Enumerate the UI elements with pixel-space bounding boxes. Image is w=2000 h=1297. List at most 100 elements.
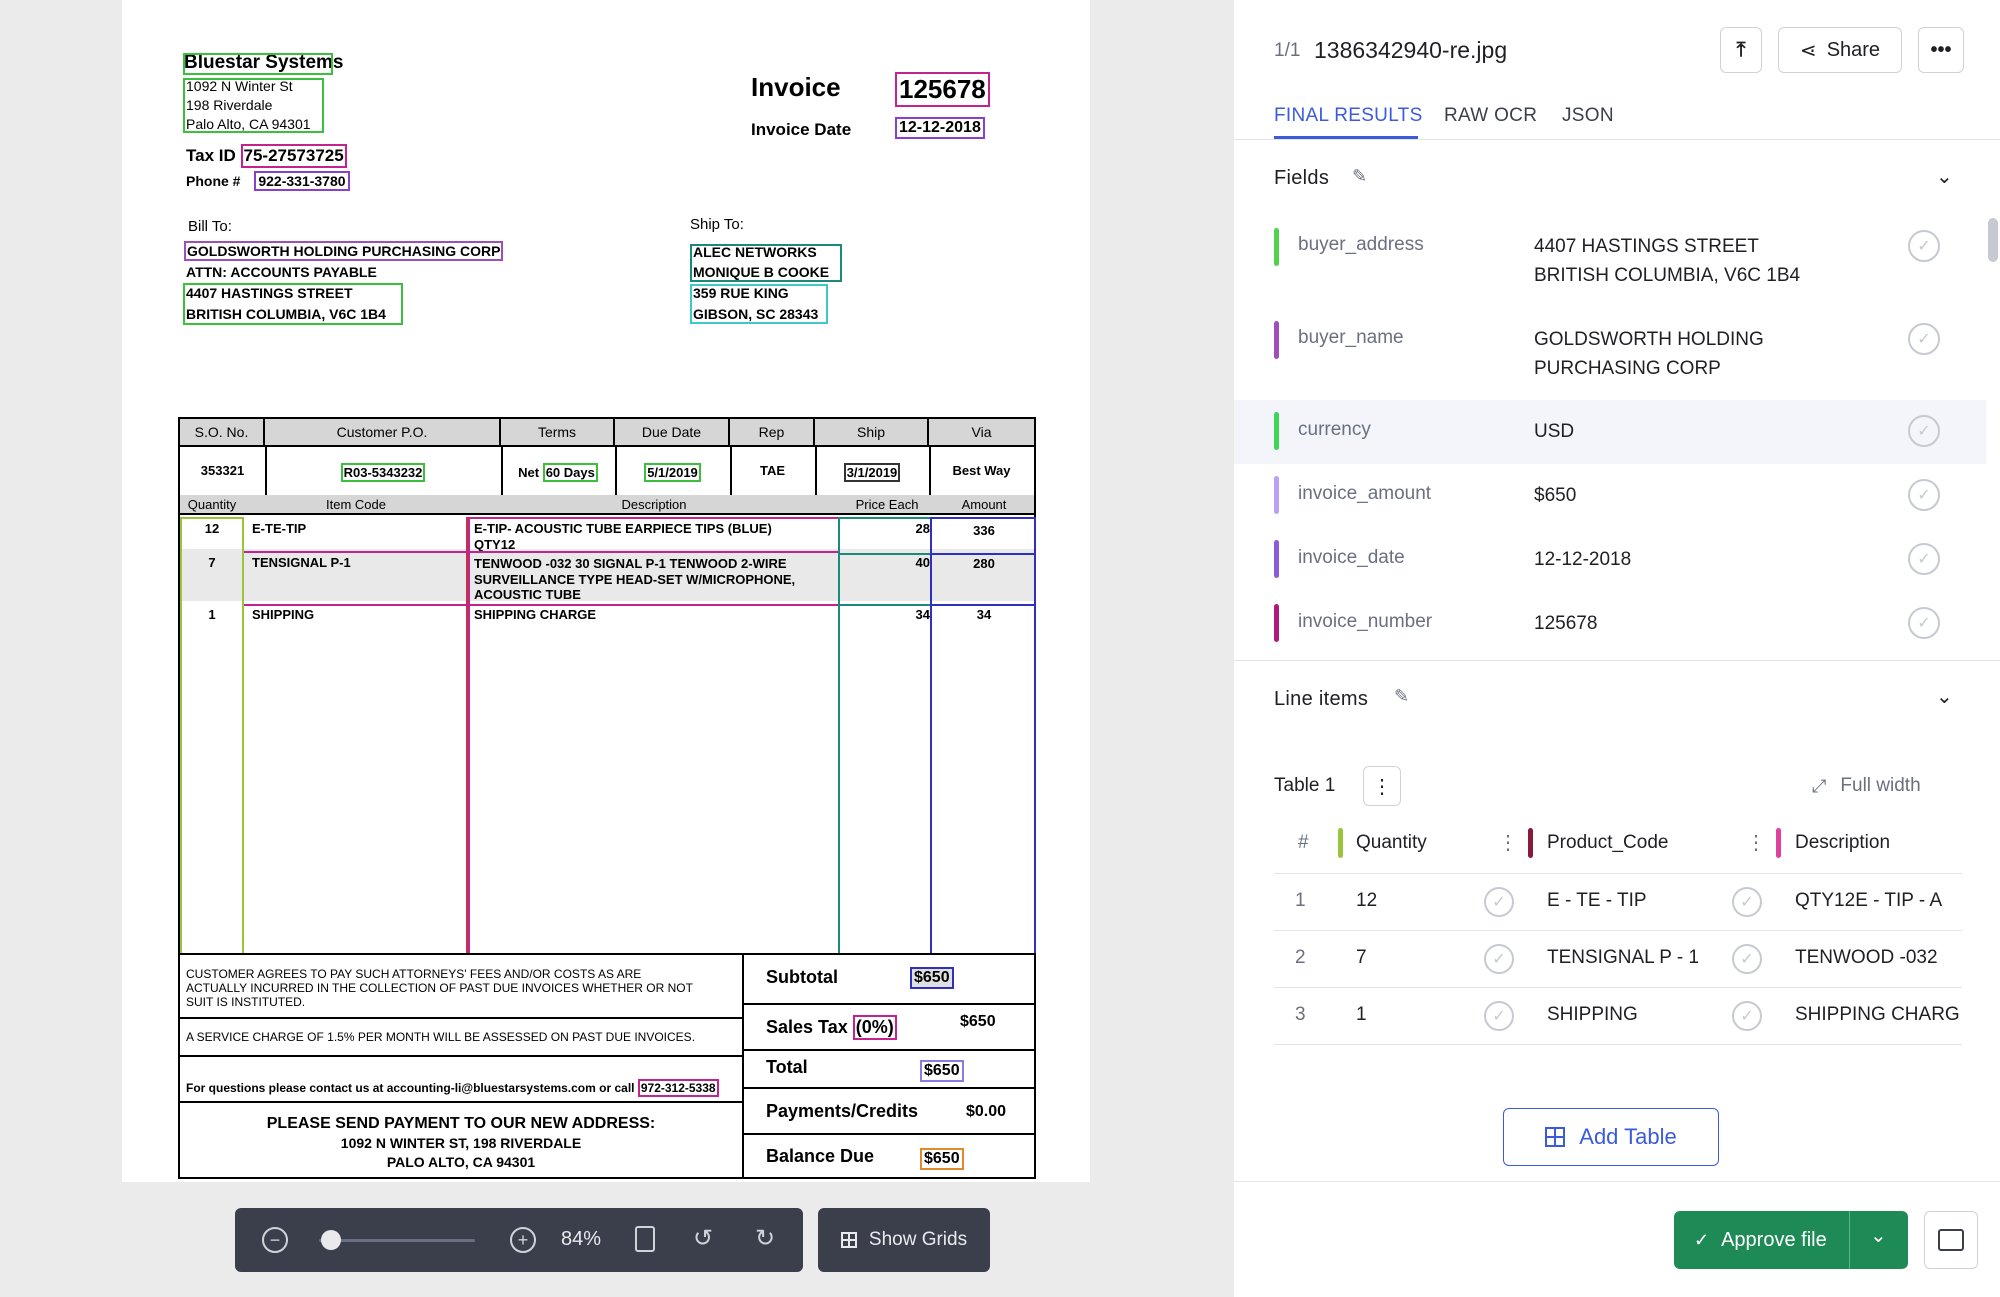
confirm-check-icon[interactable]: ✓ [1908, 479, 1940, 511]
zoom-toolbar: − + 84% ↺ ↻ [235, 1208, 803, 1272]
tax-rate[interactable]: (0%) [852, 1015, 897, 1040]
tab-raw-ocr[interactable]: RAW OCR [1444, 105, 1538, 126]
extraction-box[interactable] [183, 283, 403, 325]
comment-icon [1938, 1229, 1964, 1251]
questions-phone[interactable]: 972-312-5338 [637, 1079, 719, 1097]
share-button[interactable]: ⋖ Share [1778, 27, 1902, 73]
items-header: Price Each [855, 497, 919, 512]
table-options-button[interactable]: ⋮ [1363, 766, 1401, 806]
confirm-check-icon[interactable]: ✓ [1484, 1001, 1514, 1031]
questions-line: For questions please contact us at accou… [186, 1079, 719, 1097]
field-row[interactable]: invoice_amount $650 ✓ [1234, 476, 1986, 532]
col-header-product-code[interactable]: Product_Code [1547, 832, 1669, 853]
row-box [244, 517, 840, 553]
row-index: 2 [1295, 947, 1306, 968]
items-header: Amount [961, 497, 1007, 512]
approve-label: Approve file [1721, 1228, 1827, 1251]
order-header: S.O. No. [180, 419, 265, 447]
field-row[interactable]: invoice_number 125678 ✓ [1234, 604, 1986, 660]
field-name: invoice_number [1298, 611, 1433, 632]
column-menu-icon[interactable]: ⋮ [1498, 832, 1518, 854]
rotate-right-icon[interactable]: ↻ [755, 1225, 776, 1252]
confirm-check-icon[interactable]: ✓ [1908, 607, 1940, 639]
invoice-date[interactable]: 12-12-2018 [895, 117, 985, 139]
cell-description[interactable]: QTY12E - TIP - A [1795, 890, 1943, 911]
divider [815, 447, 817, 495]
table-row[interactable]: 1 12 ✓ E - TE - TIP ✓ QTY12E - TIP - A [1274, 874, 1962, 931]
cell-quantity[interactable]: 7 [1356, 947, 1367, 968]
cell-product-code[interactable]: TENSIGNAL P - 1 [1547, 947, 1700, 968]
confirm-check-icon[interactable]: ✓ [1732, 887, 1762, 917]
scrollbar[interactable] [1988, 218, 1998, 262]
cell-product-code[interactable]: E - TE - TIP [1547, 890, 1647, 911]
zoom-in-icon[interactable]: + [510, 1227, 536, 1253]
cell-quantity[interactable]: 1 [1356, 1004, 1367, 1025]
confirm-check-icon[interactable]: ✓ [1908, 543, 1940, 575]
field-row[interactable]: invoice_date 12-12-2018 ✓ [1234, 540, 1986, 596]
column-box-quantity[interactable] [180, 517, 244, 955]
cell-description[interactable]: SHIPPING CHARG [1795, 1004, 1960, 1025]
confirm-check-icon[interactable]: ✓ [1732, 944, 1762, 974]
full-width-button[interactable]: ⤢ Full width [1812, 775, 1921, 797]
table-row[interactable]: 3 1 ✓ SHIPPING ✓ SHIPPING CHARG [1274, 988, 1962, 1045]
rotate-left-icon[interactable]: ↺ [693, 1225, 714, 1252]
edit-line-items-icon[interactable]: ✎ [1394, 686, 1410, 706]
export-button[interactable]: ⤒ [1720, 27, 1762, 73]
cell-description[interactable]: TENWOOD -032 [1795, 947, 1938, 968]
confirm-check-icon[interactable]: ✓ [1908, 323, 1940, 355]
balance-value[interactable]: $650 [920, 1148, 964, 1170]
field-row[interactable]: buyer_name GOLDSWORTH HOLDING PURCHASING … [1234, 313, 1986, 393]
more-options-button[interactable]: ••• [1918, 27, 1964, 73]
extraction-box[interactable] [690, 244, 842, 282]
column-box-item-code[interactable] [244, 517, 468, 955]
approve-file-button[interactable]: ✓ Approve file ⌄ [1674, 1211, 1908, 1269]
item-desc: QTY12 [474, 537, 516, 552]
field-row[interactable]: buyer_address 4407 HASTINGS STREET BRITIS… [1234, 220, 1986, 300]
field-value: $650 [1534, 485, 1577, 506]
table-row[interactable]: 2 7 ✓ TENSIGNAL P - 1 ✓ TENWOOD -032 [1274, 931, 1962, 988]
edit-fields-icon[interactable]: ✎ [1352, 166, 1368, 186]
confirm-check-icon[interactable]: ✓ [1908, 230, 1940, 262]
zoom-slider-handle[interactable] [321, 1230, 342, 1250]
document-viewer[interactable]: Bluestar Systems 1092 N Winter St 198 Ri… [0, 0, 1234, 1297]
chevron-down-icon[interactable]: ⌄ [1870, 1225, 1887, 1247]
show-grids-button[interactable]: Show Grids [818, 1208, 990, 1272]
zoom-out-icon[interactable]: − [262, 1227, 288, 1253]
sales-tax-line: Sales Tax (0%) [766, 1015, 897, 1040]
customer-po[interactable]: R03-5343232 [340, 463, 426, 482]
due-date[interactable]: 5/1/2019 [644, 463, 701, 482]
terms-days[interactable]: 60 Days [542, 463, 598, 482]
total-value[interactable]: $650 [920, 1060, 964, 1082]
divider [730, 447, 732, 495]
add-table-button[interactable]: Add Table [1503, 1108, 1719, 1166]
extraction-box[interactable] [183, 53, 333, 75]
field-row[interactable]: currency USD ✓ [1234, 400, 1986, 464]
divider [744, 1003, 1034, 1005]
item-price: 40 [915, 555, 930, 570]
comments-button[interactable] [1924, 1211, 1978, 1269]
confirm-check-icon[interactable]: ✓ [1908, 415, 1940, 447]
phone-value[interactable]: 922-331-3780 [254, 171, 350, 191]
tax-id-value[interactable]: 75-27573725 [240, 144, 347, 168]
collapse-fields-icon[interactable]: ⌄ [1936, 166, 1953, 188]
confirm-check-icon[interactable]: ✓ [1484, 944, 1514, 974]
col-header-description[interactable]: Description [1795, 832, 1891, 853]
tab-final-results[interactable]: FINAL RESULTS [1274, 105, 1423, 126]
subtotal-value[interactable]: $650 [910, 967, 954, 989]
tab-json[interactable]: JSON [1562, 105, 1614, 126]
column-menu-icon[interactable]: ⋮ [1746, 832, 1766, 854]
fit-page-icon[interactable] [635, 1226, 655, 1252]
bill-to-line-1[interactable]: GOLDSWORTH HOLDING PURCHASING CORP [184, 241, 504, 261]
invoice-number[interactable]: 125678 [895, 72, 990, 107]
extraction-box[interactable] [183, 78, 324, 133]
cell-product-code[interactable]: SHIPPING [1547, 1004, 1638, 1025]
cell-quantity[interactable]: 12 [1356, 890, 1378, 911]
field-name: buyer_address [1298, 234, 1424, 255]
collapse-line-items-icon[interactable]: ⌄ [1936, 686, 1953, 708]
extraction-box[interactable] [690, 284, 828, 324]
col-header-quantity[interactable]: Quantity [1356, 832, 1427, 853]
confirm-check-icon[interactable]: ✓ [1484, 887, 1514, 917]
confirm-check-icon[interactable]: ✓ [1732, 1001, 1762, 1031]
zoom-slider[interactable] [319, 1239, 475, 1242]
ship-date[interactable]: 3/1/2019 [843, 463, 901, 482]
